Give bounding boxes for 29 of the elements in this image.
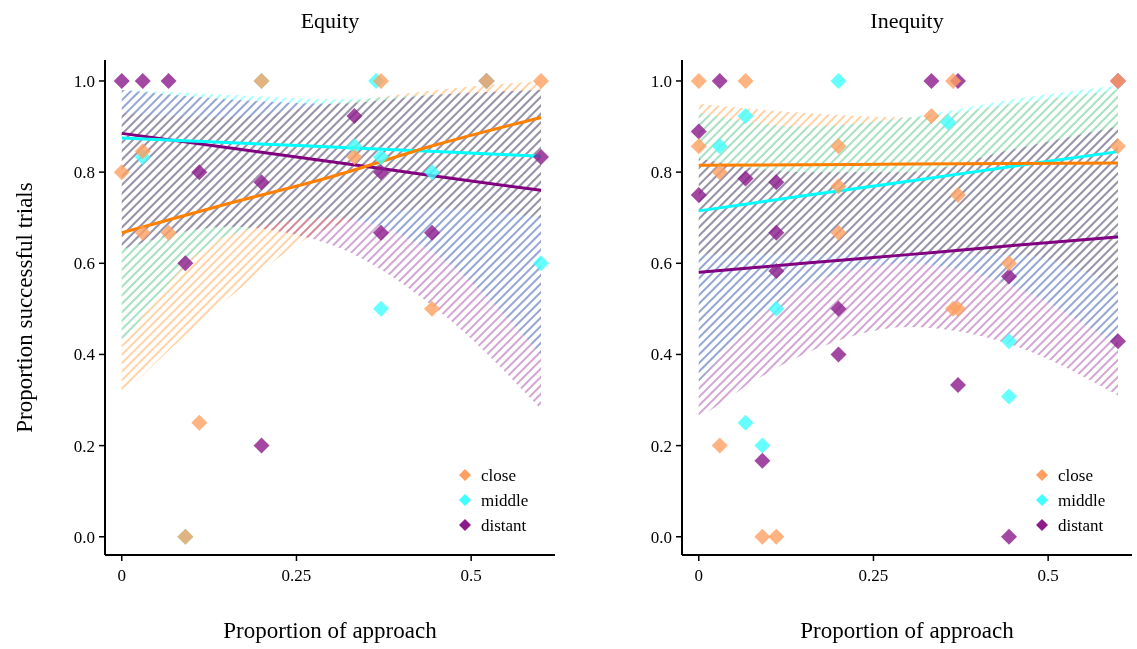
legend-label: close <box>481 466 516 485</box>
legend-label: distant <box>1058 516 1104 535</box>
x-axis-title: Proportion of approach <box>800 618 1015 643</box>
y-tick-label: 0.8 <box>650 163 672 183</box>
x-tick-label: 0.5 <box>1037 566 1059 585</box>
y-tick-label: 0.2 <box>650 436 672 456</box>
y-tick-label: 0.6 <box>650 254 672 274</box>
y-tick-label: 0.0 <box>73 527 95 547</box>
y-tick-label: 1.0 <box>73 71 95 91</box>
y-tick-label: 0.8 <box>73 163 95 183</box>
x-tick-label: 0.25 <box>281 566 312 585</box>
y-tick-label: 0.2 <box>73 436 95 456</box>
legend-label: middle <box>1058 491 1106 510</box>
y-tick-label: 0.0 <box>650 527 672 547</box>
chart-title: Inequity <box>870 8 944 33</box>
chart-title: Equity <box>300 8 360 33</box>
x-tick-label: 0.5 <box>460 566 482 585</box>
x-tick-label: 0 <box>117 566 127 585</box>
x-tick-label: 0 <box>694 566 704 585</box>
y-tick-label: 0.4 <box>650 345 673 365</box>
legend-label: close <box>1058 466 1093 485</box>
y-axis-title: Proportion successful trials <box>12 182 37 433</box>
y-tick-label: 0.4 <box>73 345 96 365</box>
y-tick-label: 1.0 <box>650 71 672 91</box>
legend-label: middle <box>481 491 529 510</box>
x-tick-label: 0.25 <box>858 566 889 585</box>
y-tick-label: 0.6 <box>73 254 95 274</box>
legend-label: distant <box>481 516 527 535</box>
x-axis-title: Proportion of approach <box>223 618 438 643</box>
